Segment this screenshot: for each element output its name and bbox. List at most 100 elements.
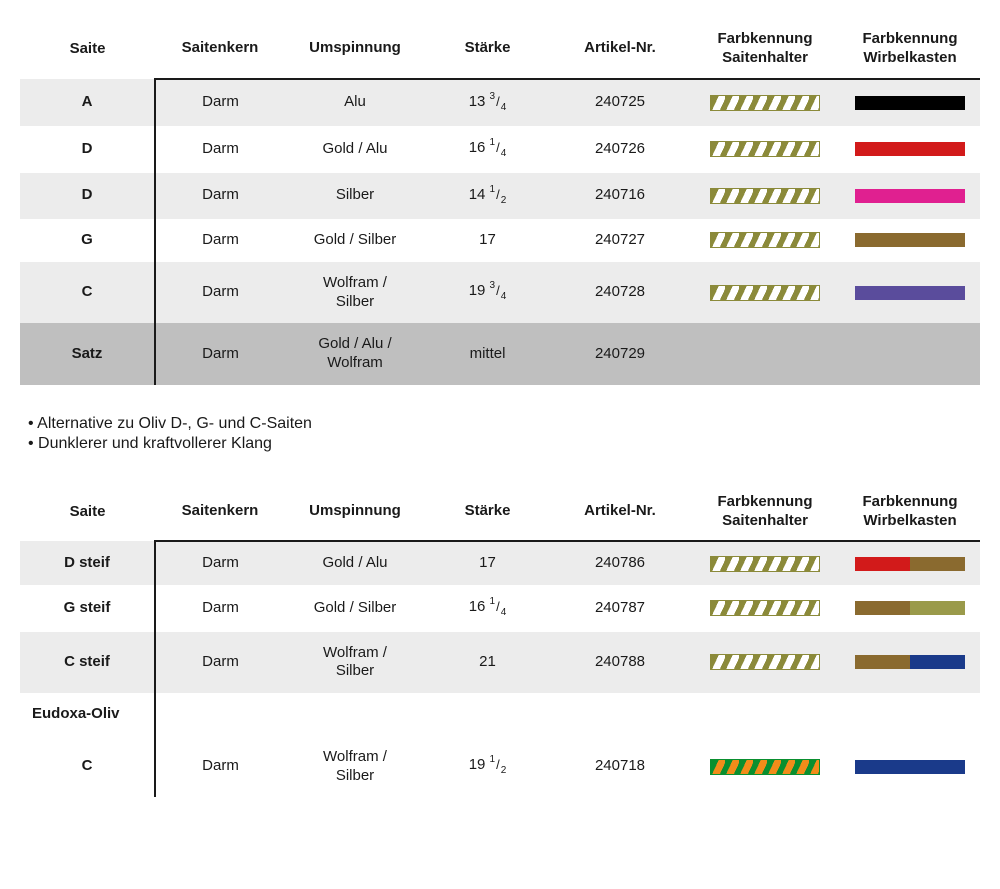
note-item: • Dunklerer und kraftvollerer Klang [28, 435, 980, 453]
cell-farbkennung-wirbelkasten [840, 219, 980, 262]
cell-staerke: mittel [425, 323, 550, 385]
cell-saitenkern: Darm [155, 736, 285, 798]
cell-farbkennung-saitenhalter [690, 541, 840, 585]
cell-saite: D [20, 173, 155, 220]
cell-umspinnung: Wolfram /Silber [285, 736, 425, 798]
cell-saite: C steif [20, 632, 155, 694]
col-farbkennung-wirbelkasten: Farbkennung Wirbelkasten [840, 20, 980, 79]
cell-farbkennung-wirbelkasten [840, 585, 980, 632]
col-saite: Saite [20, 483, 155, 542]
cell-umspinnung: Gold / Alu /Wolfram [285, 323, 425, 385]
strings-table-1: Saite Saitenkern Umspinnung Stärke Artik… [20, 20, 980, 385]
col-staerke: Stärke [425, 483, 550, 542]
cell-umspinnung: Gold / Alu [285, 126, 425, 173]
strings-table-2: Saite Saitenkern Umspinnung Stärke Artik… [20, 483, 980, 798]
table-row: C steif Darm Wolfram /Silber 21 240788 [20, 632, 980, 694]
cell-saitenkern: Darm [155, 219, 285, 262]
cell-saite: G [20, 219, 155, 262]
table-row: C Darm Wolfram /Silber 19 1/2 240718 [20, 736, 980, 798]
cell-farbkennung-saitenhalter [690, 173, 840, 220]
cell-staerke: 21 [425, 632, 550, 694]
cell-saitenkern: Darm [155, 126, 285, 173]
cell-saite: C [20, 262, 155, 324]
cell-umspinnung: Gold / Silber [285, 219, 425, 262]
table-row: D Darm Gold / Alu 16 1/4 240726 [20, 126, 980, 173]
col-saitenkern: Saitenkern [155, 483, 285, 542]
col-farbkennung-saitenhalter: Farbkennung Saitenhalter [690, 20, 840, 79]
col-staerke: Stärke [425, 20, 550, 79]
swatch-saitenhalter [710, 285, 820, 301]
swatch-wirbelkasten [855, 142, 965, 156]
swatch-saitenhalter [710, 654, 820, 670]
cell-staerke: 19 3/4 [425, 262, 550, 324]
cell-artikelnr: 240729 [550, 323, 690, 385]
cell-staerke: 13 3/4 [425, 79, 550, 127]
col-artikelnr: Artikel-Nr. [550, 20, 690, 79]
cell-staerke: 16 1/4 [425, 585, 550, 632]
cell-saitenkern: Darm [155, 323, 285, 385]
swatch-saitenhalter [710, 188, 820, 204]
cell-farbkennung-wirbelkasten [840, 126, 980, 173]
col-saite: Saite [20, 20, 155, 79]
col-umspinnung: Umspinnung [285, 483, 425, 542]
table-row: A Darm Alu 13 3/4 240725 [20, 79, 980, 127]
col-umspinnung: Umspinnung [285, 20, 425, 79]
cell-artikelnr: 240718 [550, 736, 690, 798]
cell-artikelnr: 240786 [550, 541, 690, 585]
cell-umspinnung: Gold / Alu [285, 541, 425, 585]
cell-farbkennung-wirbelkasten [840, 173, 980, 220]
cell-saite: D [20, 126, 155, 173]
cell-saitenkern: Darm [155, 173, 285, 220]
cell-farbkennung-saitenhalter [690, 126, 840, 173]
cell-farbkennung-saitenhalter [690, 632, 840, 694]
cell-farbkennung-wirbelkasten [840, 79, 980, 127]
swatch-saitenhalter [710, 759, 820, 775]
cell-umspinnung: Wolfram /Silber [285, 632, 425, 694]
swatch-wirbelkasten [855, 601, 965, 615]
cell-staerke: 16 1/4 [425, 126, 550, 173]
swatch-wirbelkasten [855, 286, 965, 300]
cell-umspinnung: Alu [285, 79, 425, 127]
swatch-saitenhalter [710, 95, 820, 111]
cell-farbkennung-saitenhalter [690, 219, 840, 262]
cell-umspinnung: Wolfram /Silber [285, 262, 425, 324]
cell-saite: A [20, 79, 155, 127]
swatch-saitenhalter [710, 141, 820, 157]
swatch-saitenhalter [710, 600, 820, 616]
cell-farbkennung-saitenhalter [690, 262, 840, 324]
cell-saitenkern: Darm [155, 541, 285, 585]
cell-saite: G steif [20, 585, 155, 632]
table-row: C Darm Wolfram /Silber 19 3/4 240728 [20, 262, 980, 324]
cell-farbkennung-wirbelkasten [840, 541, 980, 585]
swatch-wirbelkasten [855, 655, 965, 669]
table-row: D steif Darm Gold / Alu 17 240786 [20, 541, 980, 585]
cell-farbkennung-saitenhalter [690, 79, 840, 127]
cell-umspinnung: Silber [285, 173, 425, 220]
cell-artikelnr: 240727 [550, 219, 690, 262]
section-label: Eudoxa-Oliv [20, 693, 155, 736]
cell-saite: Satz [20, 323, 155, 385]
notes-list: • Alternative zu Oliv D-, G- und C-Saite… [28, 415, 980, 453]
header-row: Saite Saitenkern Umspinnung Stärke Artik… [20, 483, 980, 542]
cell-farbkennung-wirbelkasten [840, 736, 980, 798]
cell-umspinnung: Gold / Silber [285, 585, 425, 632]
table-row: G steif Darm Gold / Silber 16 1/4 240787 [20, 585, 980, 632]
swatch-saitenhalter [710, 232, 820, 248]
cell-farbkennung-wirbelkasten [840, 632, 980, 694]
header-row: Saite Saitenkern Umspinnung Stärke Artik… [20, 20, 980, 79]
cell-saitenkern: Darm [155, 585, 285, 632]
swatch-wirbelkasten [855, 233, 965, 247]
cell-staerke: 17 [425, 541, 550, 585]
table-row: G Darm Gold / Silber 17 240727 [20, 219, 980, 262]
table-row: Satz Darm Gold / Alu /Wolfram mittel 240… [20, 323, 980, 385]
cell-staerke: 14 1/2 [425, 173, 550, 220]
note-item: • Alternative zu Oliv D-, G- und C-Saite… [28, 415, 980, 433]
cell-artikelnr: 240787 [550, 585, 690, 632]
cell-staerke: 17 [425, 219, 550, 262]
cell-farbkennung-wirbelkasten [840, 323, 980, 385]
cell-farbkennung-saitenhalter [690, 736, 840, 798]
section-row: Eudoxa-Oliv [20, 693, 980, 736]
swatch-wirbelkasten [855, 760, 965, 774]
cell-artikelnr: 240725 [550, 79, 690, 127]
swatch-saitenhalter [710, 556, 820, 572]
